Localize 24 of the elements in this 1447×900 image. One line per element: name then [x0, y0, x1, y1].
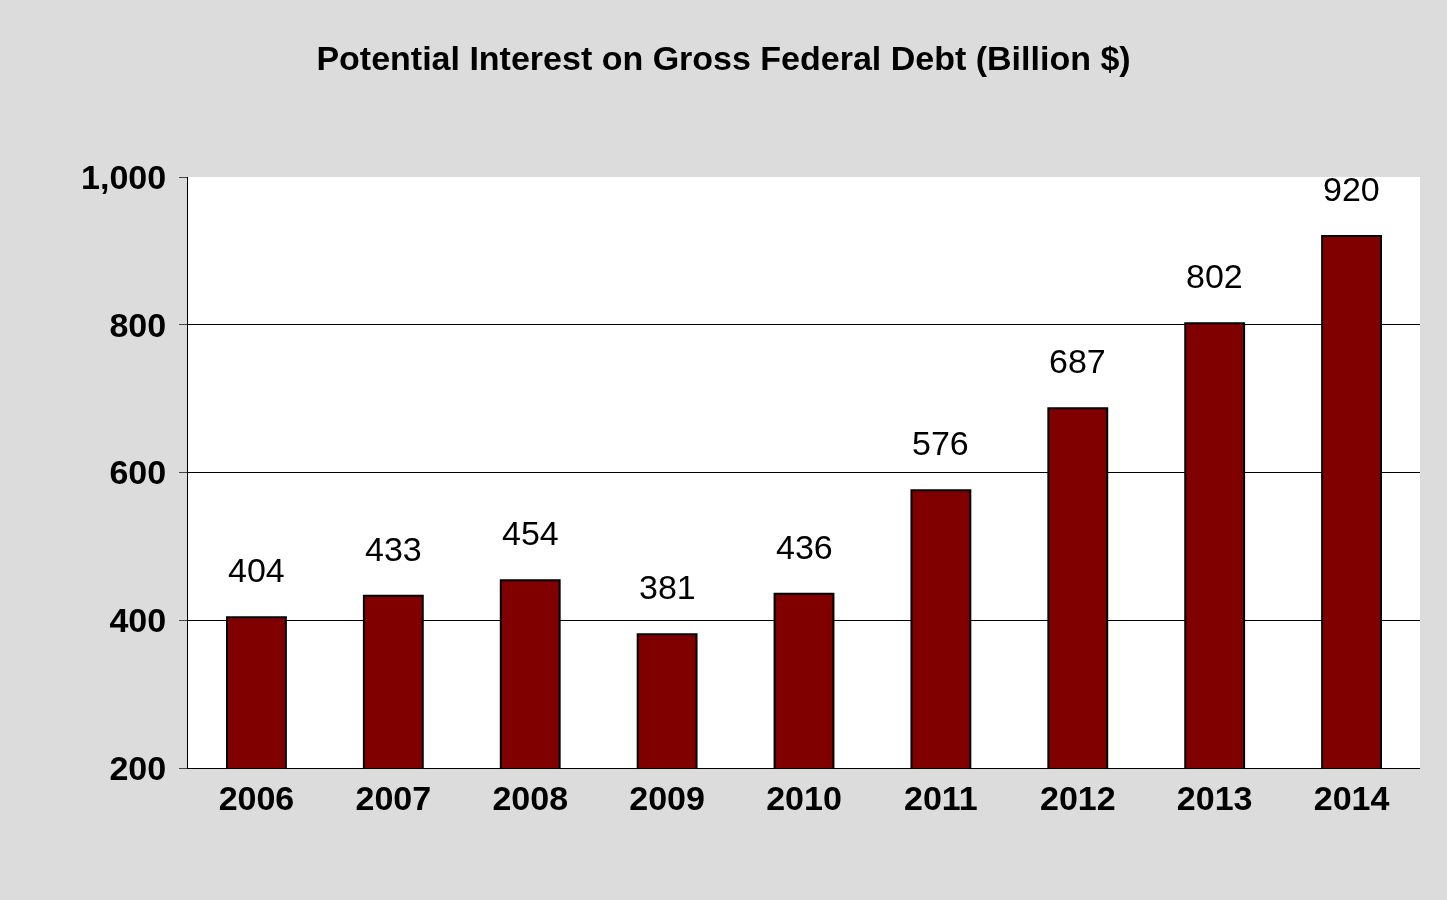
- data-label: 436: [776, 528, 833, 566]
- data-label: 381: [639, 568, 696, 606]
- y-tick-label: 200: [109, 748, 167, 787]
- y-tick-label: 600: [109, 453, 167, 492]
- chart-title: Potential Interest on Gross Federal Debt (Billion $): [316, 39, 1131, 78]
- y-tick-label: 800: [109, 305, 167, 344]
- data-label: 920: [1323, 170, 1380, 208]
- x-tick-label: 2010: [766, 778, 842, 817]
- x-tick-label: 2013: [1176, 778, 1253, 817]
- x-tick-label: 2011: [904, 778, 978, 817]
- y-tick-label: 400: [109, 601, 167, 640]
- data-label: 576: [912, 424, 969, 462]
- data-label: 404: [228, 551, 285, 589]
- x-tick-label: 2007: [355, 778, 432, 817]
- data-label: 454: [502, 514, 559, 552]
- x-tick-label: 2008: [492, 778, 569, 817]
- y-tick-label: 1,000: [81, 157, 167, 196]
- x-tick-label: 2012: [1039, 778, 1116, 817]
- data-label: 687: [1049, 342, 1106, 380]
- x-tick-label: 2009: [629, 778, 705, 817]
- data-label: 802: [1186, 257, 1243, 295]
- x-tick-label: 2014: [1313, 778, 1390, 817]
- data-label: 433: [365, 530, 422, 568]
- x-tick-label: 2006: [218, 778, 295, 817]
